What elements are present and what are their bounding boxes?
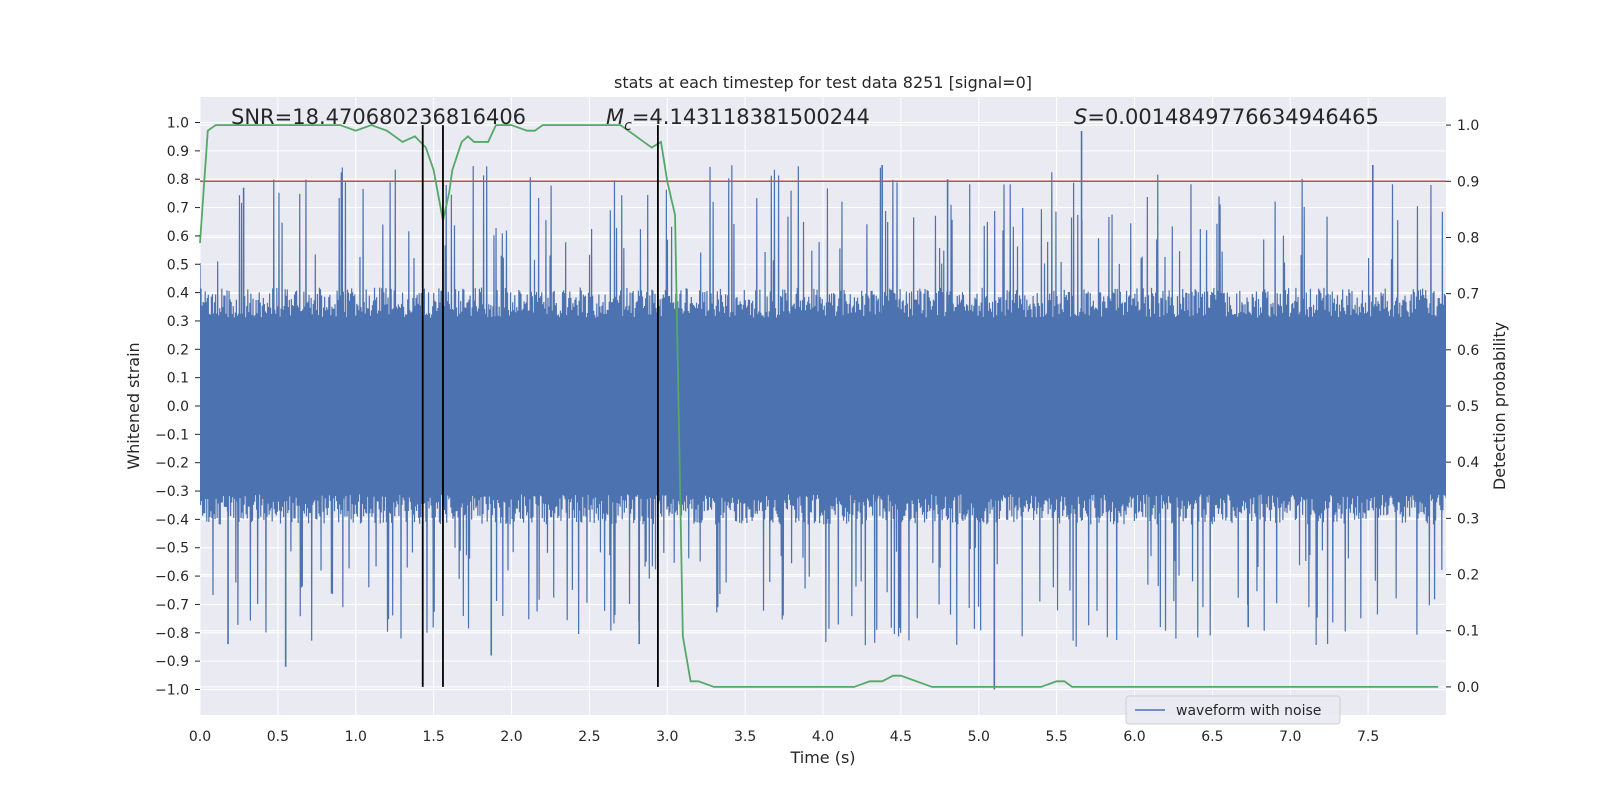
- legend: waveform with noise: [1125, 695, 1341, 725]
- x-tick-label: 6.5: [1201, 729, 1223, 745]
- y-left-axis-ticks: 1.0 0.9 0.8 0.7 0.6 0.5 0.4 0.3 0.2 0.1 0.0 −0.1 −0.…: [155, 116, 200, 698]
- y-right-tick-label: 0.7: [1457, 287, 1479, 303]
- x-tick-label: 2.5: [578, 729, 600, 745]
- s-statistic-value: =0.0014849776634946465: [1087, 105, 1379, 129]
- y-left-tick-label: 0.1: [167, 371, 189, 387]
- y-left-tick-label: −0.9: [155, 654, 189, 670]
- x-tick-label: 3.0: [656, 729, 678, 745]
- chart-title: stats at each timestep for test data 825…: [614, 73, 1032, 92]
- s-statistic-symbol: S: [1074, 105, 1087, 129]
- y-right-tick-label: 0.9: [1457, 174, 1479, 190]
- y-left-tick-label: 0.6: [167, 229, 189, 245]
- y-right-tick-label: 0.6: [1457, 343, 1479, 359]
- y-left-tick-label: 0.7: [167, 201, 189, 217]
- s-statistic-annotation: S=0.0014849776634946465: [1074, 105, 1379, 129]
- y-left-tick-label: −0.4: [155, 512, 189, 528]
- y-left-tick-label: 0.0: [167, 399, 189, 415]
- y-left-tick-label: 0.3: [167, 314, 189, 330]
- chirp-mass-symbol: M: [606, 105, 624, 129]
- y-left-tick-label: −0.3: [155, 484, 189, 500]
- y-left-tick-label: −0.5: [155, 541, 189, 557]
- y-right-tick-label: 0.2: [1457, 568, 1479, 584]
- x-tick-label: 7.5: [1357, 729, 1379, 745]
- y-right-tick-label: 0.0: [1457, 680, 1479, 696]
- y-left-tick-label: −0.1: [155, 427, 189, 443]
- y-right-tick-label: 0.4: [1457, 455, 1479, 471]
- snr-annotation: SNR=18.470680236816406: [231, 105, 526, 129]
- detection-probability-line: [199, 124, 1439, 688]
- vertical-marker-lines: [421, 125, 659, 687]
- y-right-tick-label: 0.5: [1457, 399, 1479, 415]
- y-right-axis-ticks: 1.0 0.9 0.8 0.7 0.6 0.5 0.4 0.3 0.2 0.1 0.0: [1446, 118, 1479, 696]
- y-left-tick-label: −0.8: [155, 626, 189, 642]
- y-right-tick-label: 0.1: [1457, 624, 1479, 640]
- x-tick-label: 1.5: [422, 729, 444, 745]
- chirp-mass-annotation: Mc=4.143118381500244: [606, 105, 870, 134]
- waveform-series: [200, 131, 1446, 690]
- y-left-tick-label: 0.2: [167, 342, 189, 358]
- y-left-tick-label: −0.2: [155, 456, 189, 472]
- x-tick-label: 4.5: [890, 729, 912, 745]
- x-tick-label: 7.0: [1279, 729, 1301, 745]
- x-tick-label: 6.0: [1123, 729, 1145, 745]
- waveform-line: [200, 165, 1446, 647]
- x-tick-label: 3.5: [734, 729, 756, 745]
- x-axis-label: Time (s): [789, 748, 855, 767]
- x-tick-label: 1.0: [345, 729, 367, 745]
- x-tick-label: 0.5: [267, 729, 289, 745]
- y-right-axis-label: Detection probability: [1490, 322, 1509, 490]
- chirp-mass-subscript: c: [624, 118, 632, 134]
- y-left-tick-label: 0.4: [167, 286, 189, 302]
- x-tick-label: 5.5: [1045, 729, 1067, 745]
- y-right-tick-label: 0.8: [1457, 230, 1479, 246]
- y-left-axis-label: Whitened strain: [124, 342, 143, 469]
- x-axis-ticks: 0.0 0.5 1.0 1.5 2.0 2.5 3.0 3.5 4.0 4.5 5.0 5.5 6.0 6…: [189, 729, 1379, 745]
- y-left-tick-label: 0.9: [167, 144, 189, 160]
- probability-series-group: [199, 124, 1439, 688]
- y-left-tick-label: −0.6: [155, 569, 189, 585]
- x-tick-label: 4.0: [812, 729, 834, 745]
- legend-label-waveform: waveform with noise: [1176, 703, 1321, 719]
- y-right-tick-label: 1.0: [1457, 118, 1479, 134]
- x-tick-label: 2.0: [500, 729, 522, 745]
- y-left-tick-label: 0.8: [167, 172, 189, 188]
- chirp-mass-value: =4.143118381500244: [632, 105, 870, 129]
- y-left-tick-label: −0.7: [155, 597, 189, 613]
- y-left-tick-label: −1.0: [155, 682, 189, 698]
- x-tick-label: 5.0: [968, 729, 990, 745]
- legend-box: [1125, 695, 1341, 725]
- y-right-tick-label: 0.3: [1457, 511, 1479, 527]
- y-left-tick-label: 0.5: [167, 257, 189, 273]
- x-tick-label: 0.0: [189, 729, 211, 745]
- y-left-tick-label: 1.0: [167, 116, 189, 132]
